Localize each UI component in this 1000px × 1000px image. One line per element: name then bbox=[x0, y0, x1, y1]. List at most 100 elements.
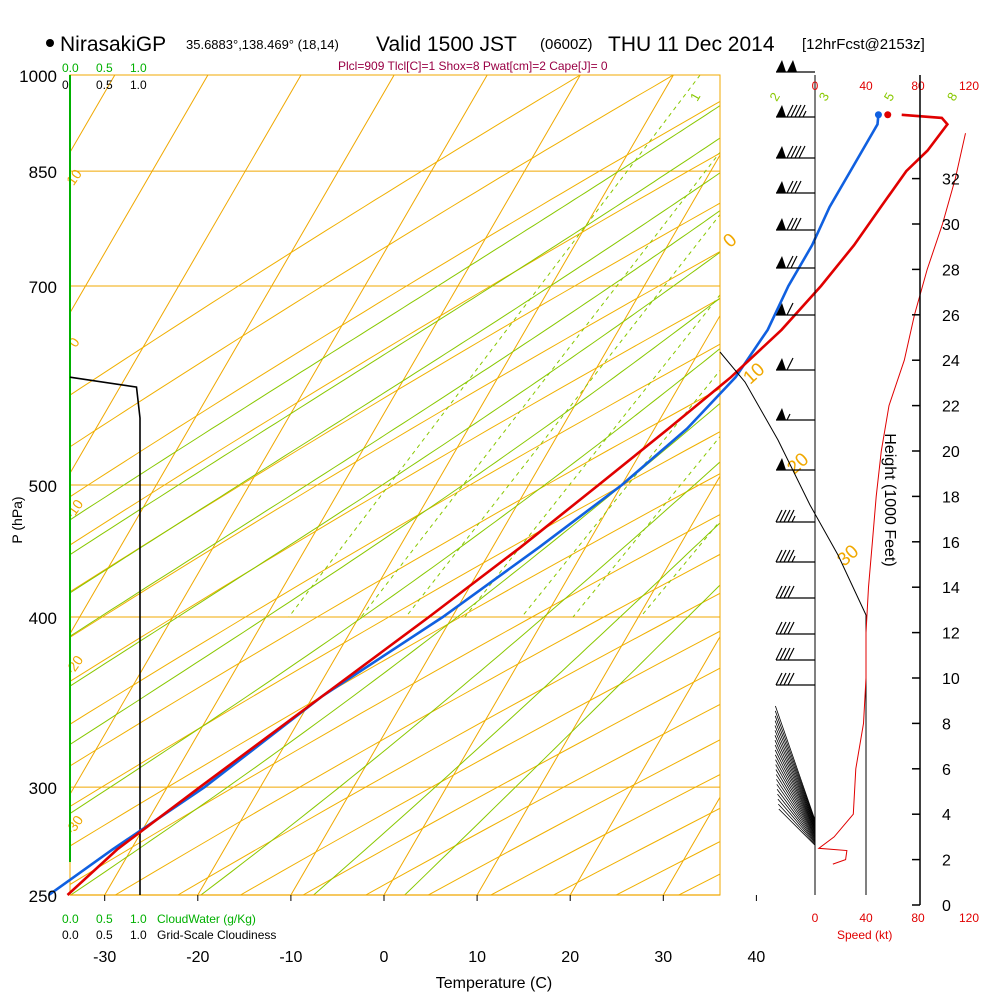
station-dot bbox=[46, 39, 54, 47]
barb-flag bbox=[776, 105, 786, 117]
valid-time: Valid 1500 JST bbox=[376, 33, 517, 56]
isobar-lines bbox=[70, 170, 720, 788]
valid-date: THU 11 Dec 2014 bbox=[608, 33, 775, 56]
barb-full bbox=[794, 145, 802, 159]
dry-adiabat bbox=[70, 251, 720, 638]
barb-full bbox=[787, 672, 795, 686]
wind-barb-low bbox=[778, 808, 816, 846]
height-tick-label: 28 bbox=[942, 262, 960, 279]
dry-adiabat bbox=[489, 773, 720, 895]
wind-barb-low bbox=[775, 764, 816, 835]
barb-full bbox=[783, 672, 791, 686]
isotherm-label: -10 bbox=[62, 496, 87, 522]
pressure-label-850: 850 bbox=[29, 163, 57, 182]
wind-barb bbox=[776, 357, 815, 371]
station-name: NirasakiGP bbox=[60, 33, 166, 56]
barb-full bbox=[794, 104, 802, 118]
temp-tick-label: 10 bbox=[468, 949, 486, 966]
cloud-scale-top-sub: 0 bbox=[62, 78, 69, 92]
dry-adiabat bbox=[114, 553, 720, 895]
barb-full bbox=[779, 647, 787, 661]
wind-barb bbox=[776, 180, 815, 194]
mixing-ratio-line bbox=[521, 369, 720, 618]
barb-full bbox=[786, 145, 794, 159]
wind-barb bbox=[776, 408, 815, 421]
dry-adiabat bbox=[70, 75, 675, 448]
cloudiness-scale: 1.0 bbox=[130, 928, 147, 942]
barb-flag bbox=[776, 358, 786, 370]
height-tick-label: 4 bbox=[942, 807, 951, 824]
barb-full bbox=[779, 549, 787, 563]
pressure-label-400: 400 bbox=[29, 609, 57, 628]
isotherm-label: 20 bbox=[783, 449, 813, 479]
barb-full bbox=[790, 104, 798, 118]
dry-adiabat bbox=[70, 202, 720, 593]
barb-flag bbox=[776, 408, 786, 420]
wind-barb bbox=[775, 647, 815, 661]
pressure-label-700: 700 bbox=[29, 278, 57, 297]
barb-full bbox=[787, 621, 795, 635]
wind-barb bbox=[775, 672, 815, 686]
speed-tick-bottom: 120 bbox=[959, 911, 979, 925]
isotherm-30 bbox=[662, 796, 720, 895]
wind-barb bbox=[775, 549, 815, 563]
barb-full bbox=[787, 647, 795, 661]
temp-tick-label: -10 bbox=[279, 949, 302, 966]
temperature-profile bbox=[66, 113, 950, 896]
wind-barb bbox=[776, 145, 815, 159]
isotherm--10 bbox=[290, 154, 720, 895]
barb-full bbox=[790, 145, 798, 159]
panel-outline bbox=[719, 351, 867, 616]
wind-barb bbox=[776, 217, 815, 231]
forecast-label: [12hrFcst@2153z] bbox=[802, 36, 925, 53]
barb-flag bbox=[776, 458, 786, 470]
dry-adiabat bbox=[427, 739, 720, 895]
isotherm-label: -20 bbox=[62, 652, 87, 678]
wind-barb-low bbox=[774, 744, 816, 830]
barb-full bbox=[783, 585, 791, 599]
barb-flag bbox=[776, 303, 786, 315]
moist-adiabat bbox=[70, 347, 720, 815]
moist-adiabat-lines bbox=[70, 105, 720, 895]
wind-barb-low bbox=[774, 725, 816, 825]
pressure-label-500: 500 bbox=[29, 477, 57, 496]
isotherm-label: 10 bbox=[63, 166, 85, 188]
dry-adiabat bbox=[70, 75, 582, 396]
barb-half bbox=[802, 110, 807, 118]
temp-tick-label: 0 bbox=[380, 949, 389, 966]
pressure-label-300: 300 bbox=[29, 779, 57, 798]
isotherm-0 bbox=[383, 314, 720, 895]
barb-full bbox=[798, 145, 806, 159]
wind-barb bbox=[776, 302, 815, 316]
barb-full bbox=[798, 104, 806, 118]
moist-adiabat bbox=[70, 137, 720, 556]
wind-barb-low bbox=[774, 754, 816, 833]
barb-half bbox=[791, 515, 796, 523]
barb-full bbox=[786, 217, 794, 231]
wind-barb-low bbox=[774, 740, 816, 829]
height-tick-label: 16 bbox=[942, 535, 960, 552]
temp-tick-label: -20 bbox=[186, 949, 209, 966]
isotherm-20 bbox=[569, 635, 720, 895]
barb-full bbox=[779, 621, 787, 635]
isotherm--40 bbox=[70, 75, 488, 796]
barb-full bbox=[775, 509, 783, 523]
dry-adiabat bbox=[70, 298, 720, 682]
wind-barb bbox=[775, 585, 815, 599]
speed-tick-top: 40 bbox=[859, 79, 873, 93]
barb-full bbox=[779, 509, 787, 523]
cloud-scales: 0.0 0 0.0 0.0 0.5 0.5 0.5 0.5 1.0 1.0 1.0 1.0 CloudW… bbox=[62, 61, 276, 942]
barb-flag bbox=[776, 218, 786, 230]
dewpoint-profile bbox=[48, 114, 880, 897]
surface-temperature-marker bbox=[884, 111, 892, 119]
wind-barb-low bbox=[775, 705, 816, 821]
barb-flag bbox=[787, 60, 797, 72]
cloud-scale-top: 0.0 bbox=[62, 61, 79, 75]
isotherm--70 bbox=[70, 75, 209, 314]
wind-barb-low bbox=[777, 793, 816, 842]
mixing-ratio-lines bbox=[288, 75, 720, 618]
isotherm--20 bbox=[197, 75, 674, 895]
wind-barb bbox=[776, 255, 815, 269]
wind-speed-profile bbox=[817, 133, 966, 865]
